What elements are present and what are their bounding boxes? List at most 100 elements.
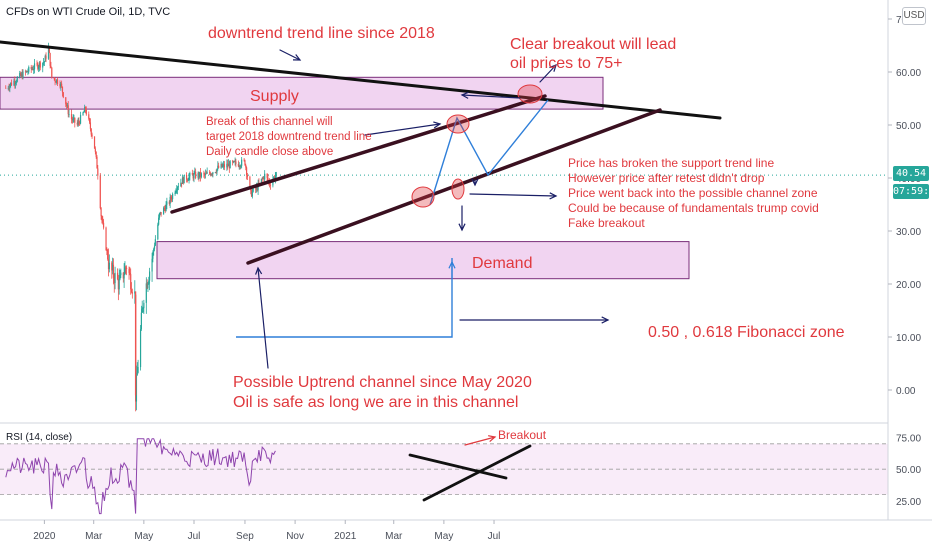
candle-body	[47, 46, 50, 59]
candle-body	[82, 112, 84, 115]
candle-body	[112, 264, 114, 271]
candle-body	[88, 118, 91, 123]
candle-body	[195, 171, 197, 178]
downtrend-line-2018	[0, 40, 722, 120]
candle-body	[56, 79, 59, 84]
candle-body	[157, 224, 159, 240]
candle-body	[146, 283, 148, 289]
candle-body	[107, 259, 110, 270]
breakout-pointer-arrow	[539, 64, 557, 83]
candle-body	[77, 121, 79, 125]
candle-body	[199, 171, 201, 178]
candle-body	[101, 216, 103, 221]
channel-break-3: Daily candle close above	[206, 146, 334, 158]
price-tick-label: 60.00	[896, 68, 921, 79]
candle-body	[272, 180, 274, 186]
candle-body	[108, 262, 110, 270]
candle-body	[246, 174, 249, 177]
candle-body	[78, 121, 80, 123]
candle-body	[36, 63, 38, 65]
candle-body	[244, 160, 246, 165]
breakout-label-2: oil prices to 75+	[510, 55, 623, 72]
candle-body	[189, 173, 191, 177]
candle-body	[73, 117, 75, 119]
candle-body	[214, 172, 216, 174]
candle-body	[83, 112, 85, 113]
candle-body	[234, 161, 236, 163]
candle-body	[164, 208, 166, 212]
time-tick-label: May	[434, 531, 453, 542]
candle-body	[235, 161, 237, 165]
candle-body	[172, 194, 174, 200]
candle-body	[212, 172, 214, 175]
candle-body	[9, 85, 11, 89]
supply-pointer-arrow-head	[460, 91, 469, 99]
candle-body	[33, 69, 35, 71]
candle-body	[60, 83, 62, 87]
candle-body	[183, 174, 185, 184]
candle-body	[54, 78, 56, 82]
candle-body	[205, 173, 207, 175]
candle-body	[116, 272, 119, 280]
candle-body	[44, 55, 46, 62]
support-note-1: Price has broken the support trend line	[568, 156, 775, 170]
supply-zone	[0, 76, 604, 110]
candle-body	[186, 179, 189, 181]
candle-body	[79, 122, 81, 124]
downtrend-pointer-arrow	[279, 49, 301, 61]
candle-body	[222, 164, 225, 166]
time-tick-label: Sep	[236, 531, 254, 542]
support-note-arrow-head	[549, 192, 558, 200]
candle-body	[96, 156, 98, 169]
candle-body	[99, 175, 101, 209]
retest-arrow-head	[471, 178, 479, 187]
candle-body	[120, 272, 122, 276]
candle-body	[26, 71, 28, 73]
candle-body	[262, 177, 264, 179]
price-tick-label: 20.00	[896, 280, 921, 291]
candle-body	[261, 178, 263, 180]
candle-body	[250, 190, 253, 197]
candle-body	[85, 109, 87, 115]
channel-break-1: Break of this channel will	[206, 116, 333, 128]
candle-body	[22, 71, 24, 79]
candle-body	[233, 161, 235, 162]
candle-body	[129, 272, 131, 275]
candle-body	[177, 186, 179, 188]
candle-body	[38, 66, 40, 69]
candle-body	[38, 62, 41, 67]
candle-body	[114, 272, 116, 284]
uptrend-pointer-arrow-head	[255, 266, 263, 275]
currency-button[interactable]: USD	[902, 7, 926, 25]
uptrend-label-1: Possible Uptrend channel since May 2020	[233, 374, 532, 391]
candle-body	[147, 283, 149, 289]
candle-body	[154, 239, 156, 246]
countdown-tag: 07:59:47	[893, 184, 932, 199]
candle-body	[79, 114, 82, 124]
candle-body	[237, 164, 239, 167]
candle-body	[25, 71, 27, 72]
candle-body	[239, 165, 241, 167]
highlight-circle	[411, 186, 435, 208]
candle-body	[169, 196, 171, 204]
candle-body	[162, 207, 165, 215]
candle-body	[232, 161, 235, 163]
breakout-pointer-arrow-head	[549, 63, 557, 72]
candle-body	[142, 308, 144, 309]
candle-body	[49, 52, 51, 66]
channel-upper-line	[170, 94, 547, 214]
candle-body	[180, 182, 182, 187]
candle-body	[168, 201, 170, 204]
candle-body	[136, 372, 138, 376]
candle-body	[62, 92, 64, 98]
candle-body	[56, 79, 58, 83]
candle-body	[256, 186, 258, 191]
candle-body	[209, 172, 211, 174]
rsi-breakout-arrow	[464, 436, 496, 446]
candle-body	[37, 63, 39, 69]
candle-body	[143, 302, 145, 309]
projection-path	[429, 99, 549, 206]
candle-body	[227, 163, 229, 167]
supply-label: Supply	[250, 88, 299, 105]
